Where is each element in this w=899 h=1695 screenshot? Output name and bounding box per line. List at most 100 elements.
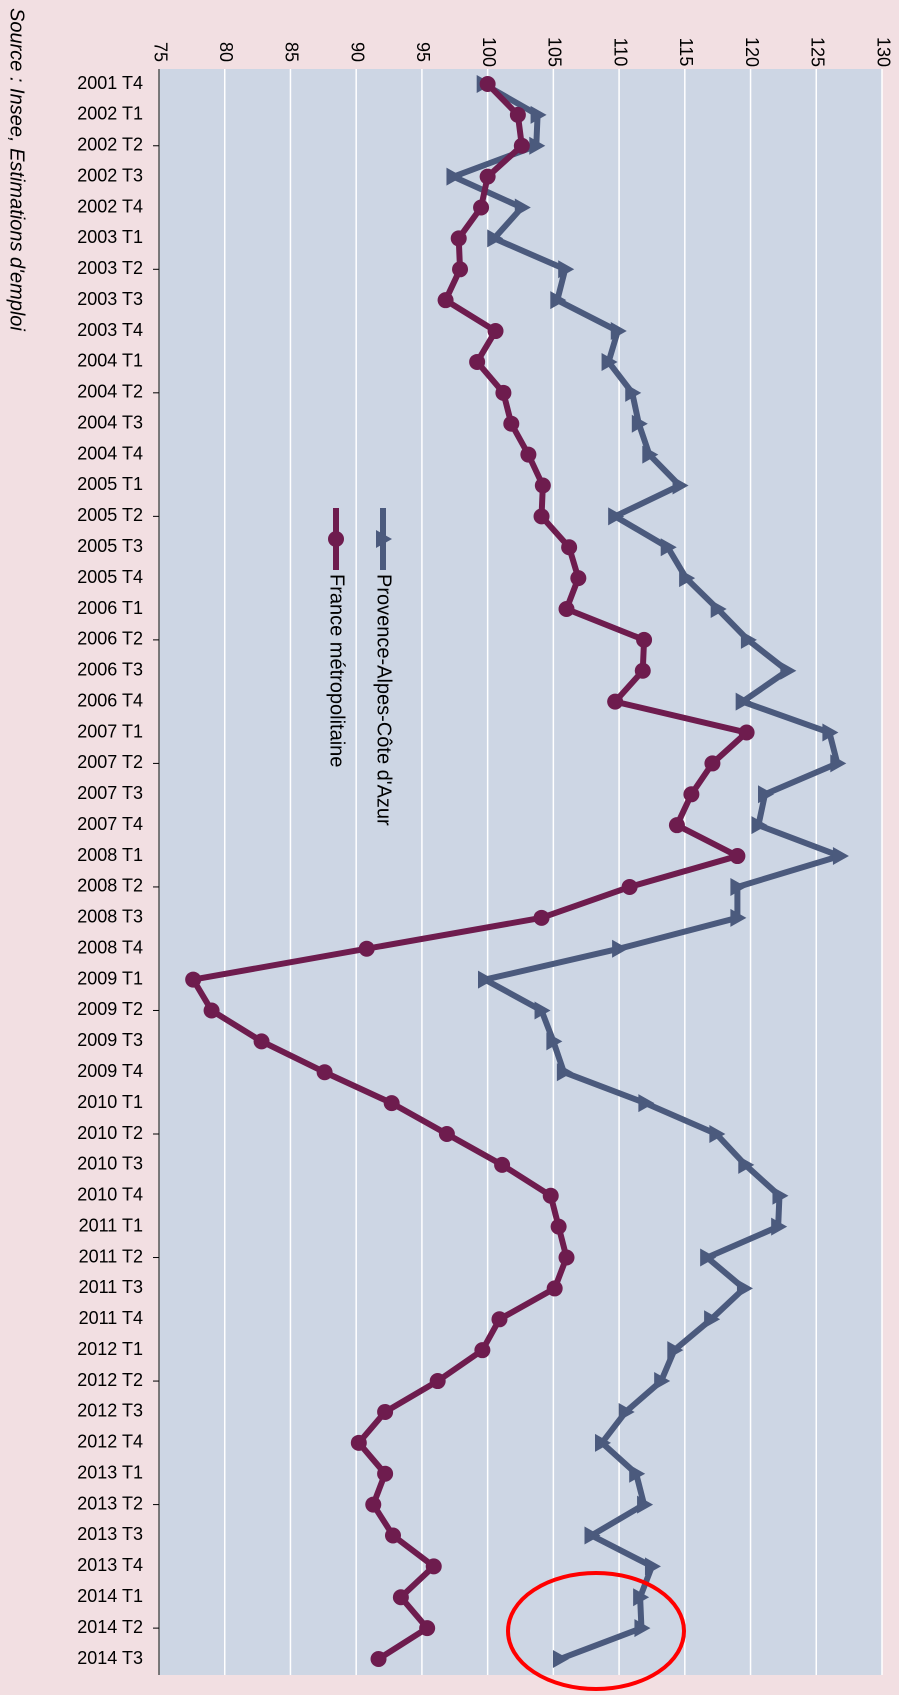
point	[631, 414, 648, 433]
point	[683, 786, 700, 803]
category-label: 2011 T4	[79, 1308, 143, 1328]
point	[513, 137, 530, 154]
value-tick-label: 125	[808, 37, 828, 67]
point	[377, 1403, 394, 1420]
category-label: 2013 T3	[77, 1524, 143, 1544]
point	[610, 322, 627, 341]
point	[479, 168, 496, 185]
point	[710, 600, 727, 618]
category-label: 2011 T1	[79, 1215, 143, 1235]
point	[822, 723, 839, 742]
category-label: 2008 T3	[77, 907, 143, 927]
value-tick-label: 75	[150, 42, 170, 62]
point	[832, 847, 849, 866]
point	[709, 1125, 726, 1143]
category-label: 2007 T4	[77, 814, 143, 834]
point	[542, 1187, 559, 1204]
point	[534, 1001, 551, 1020]
point	[509, 106, 526, 123]
point	[738, 1155, 755, 1174]
point	[376, 530, 392, 548]
category-label: 2002 T4	[77, 196, 143, 216]
point	[561, 539, 578, 556]
category-label: 2005 T1	[77, 474, 143, 494]
lines	[185, 75, 849, 1668]
point	[479, 76, 496, 92]
point	[735, 692, 752, 711]
point	[642, 445, 659, 464]
point	[494, 1156, 511, 1173]
plot-area	[159, 69, 882, 1675]
category-label: 2004 T4	[77, 443, 143, 463]
point	[550, 291, 567, 310]
point	[533, 508, 550, 525]
point	[384, 1527, 401, 1544]
category-label: 2005 T4	[77, 567, 143, 587]
category-label: 2007 T3	[77, 783, 143, 803]
category-label: 2002 T1	[77, 104, 143, 124]
point	[738, 724, 755, 741]
point	[830, 754, 847, 773]
point	[644, 1557, 661, 1576]
point	[185, 971, 202, 988]
point	[520, 446, 537, 463]
point	[608, 507, 625, 526]
point	[607, 693, 624, 710]
point	[758, 785, 775, 804]
category-label: 2001 T4	[77, 73, 143, 93]
category-label: 2002 T2	[77, 135, 143, 155]
point	[469, 353, 486, 370]
point	[383, 1095, 400, 1112]
point	[203, 1002, 220, 1019]
category-label: 2006 T4	[77, 690, 143, 710]
value-tick-label: 90	[347, 42, 367, 62]
point	[654, 1372, 671, 1391]
point	[595, 1433, 612, 1452]
point	[491, 1311, 508, 1328]
point	[740, 630, 757, 649]
value-tick-label: 120	[742, 37, 762, 67]
point	[667, 1341, 684, 1360]
category-label: 2009 T4	[77, 1061, 143, 1081]
legend-label: France métropolitaine	[326, 574, 348, 767]
legend-label: Provence-Alpes-Côte d'Azur	[373, 574, 395, 826]
category-label: 2007 T1	[77, 721, 143, 741]
point	[529, 136, 546, 155]
category-label: 2014 T1	[77, 1586, 143, 1606]
category-label: 2002 T3	[77, 165, 143, 185]
point	[771, 1217, 788, 1236]
category-label: 2010 T2	[77, 1123, 143, 1143]
category-label: 2009 T2	[77, 999, 143, 1019]
category-label: 2014 T2	[77, 1617, 143, 1637]
point	[478, 970, 495, 989]
value-tick-label: 95	[413, 42, 433, 62]
point	[487, 323, 504, 340]
point	[437, 292, 454, 309]
point	[634, 662, 651, 679]
point	[751, 816, 768, 835]
category-label: 2011 T2	[79, 1246, 143, 1266]
source: Source : Insee, Estimations d'emploi	[6, 8, 28, 331]
point	[552, 1650, 569, 1668]
point	[452, 261, 469, 278]
category-label: 2012 T2	[77, 1370, 143, 1390]
point	[546, 1280, 563, 1297]
point	[672, 476, 689, 495]
point	[772, 1186, 789, 1205]
point	[450, 230, 467, 247]
point	[514, 198, 531, 217]
point	[729, 848, 746, 865]
category-label: 2012 T4	[77, 1432, 143, 1452]
point	[558, 260, 575, 279]
point	[736, 1279, 753, 1298]
category-label: 2003 T1	[77, 227, 143, 247]
category-label: 2009 T3	[77, 1030, 143, 1050]
value-tick-label: 115	[676, 38, 696, 67]
point	[668, 817, 685, 834]
point	[700, 1248, 717, 1267]
point	[633, 1588, 650, 1607]
category-label: 2013 T2	[77, 1493, 143, 1513]
point	[358, 940, 375, 957]
point	[637, 1495, 654, 1514]
series-line	[190, 81, 750, 1662]
